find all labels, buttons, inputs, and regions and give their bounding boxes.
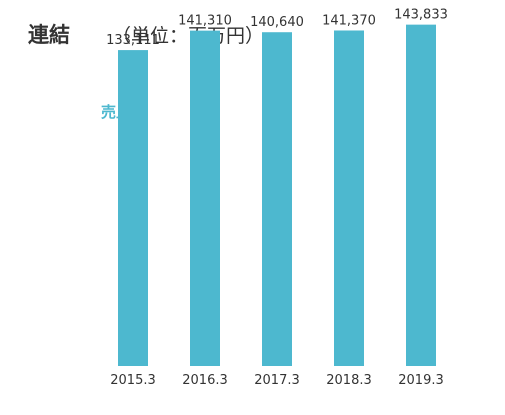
category-label-2017.3: 2017.3 [254,373,300,388]
bar-2019.3 [406,24,436,366]
page-header: 連結 （単位：百万円） [28,18,264,50]
bar-2017.3 [262,32,292,366]
value-label-2017.3: 140,640 [250,15,304,30]
value-label-2015.3: 133,111 [106,33,160,48]
bar-2018.3 [334,30,364,366]
category-label-2018.3: 2018.3 [326,373,372,388]
category-label-2019.3: 2019.3 [398,373,444,388]
value-label-2019.3: 143,833 [394,8,448,23]
page-title: 連結 [28,23,70,47]
value-labels-group: 133,111 141,310 140,640 141,370 143,833 [106,8,448,48]
bars-group [118,24,436,367]
value-label-2018.3: 141,370 [322,13,376,28]
bar-2015.3 [118,50,148,367]
category-labels-group: 2015.3 2016.3 2017.3 2018.3 2019.3 [110,373,444,388]
category-label-2015.3: 2015.3 [110,373,156,388]
category-label-2016.3: 2016.3 [182,373,228,388]
bar-2016.3 [190,30,220,366]
value-label-2016.3: 141,310 [178,14,232,29]
unit-note: （単位：百万円） [112,24,265,47]
